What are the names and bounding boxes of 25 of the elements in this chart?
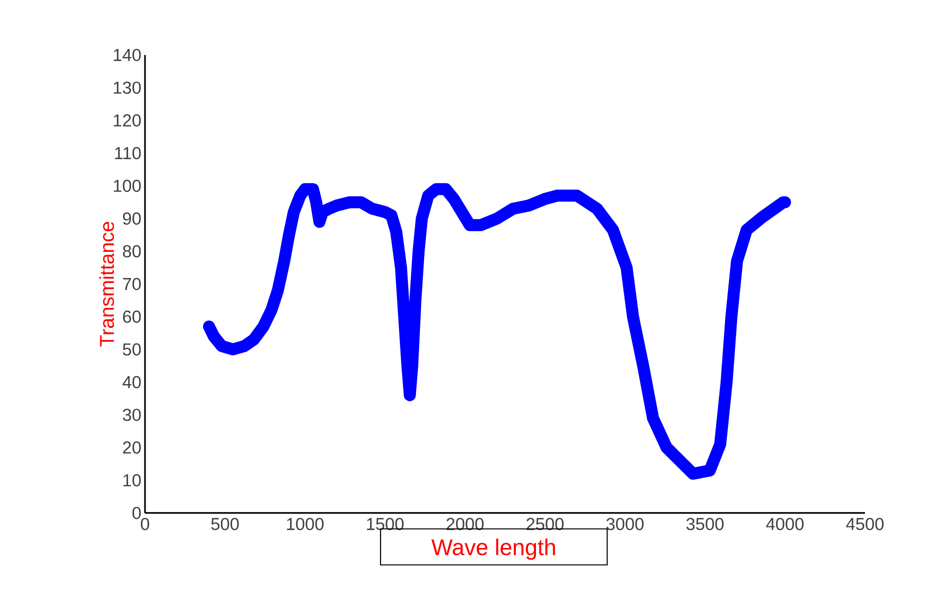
x-axis-title: Wave length — [431, 538, 555, 560]
y-tick-label: 50 — [122, 343, 141, 356]
y-tick-label: 70 — [123, 278, 141, 290]
y-axis-title: Transmittance — [99, 222, 114, 347]
y-tick-label: 100 — [114, 180, 141, 192]
y-tick-label: 60 — [123, 310, 141, 323]
x-tick-label: 0 — [140, 518, 150, 530]
y-tick-label: 110 — [115, 146, 141, 160]
y-tick-label: 0 — [132, 506, 141, 520]
y-tick-label: 130 — [114, 82, 141, 94]
y-tick-label: 140 — [114, 48, 141, 62]
y-tick-label: 120 — [114, 114, 141, 127]
y-tick-label: 10 — [123, 474, 141, 486]
y-tick-label: 30 — [122, 408, 141, 421]
y-tick-label: 20 — [123, 441, 141, 454]
y-tick-label: 80 — [122, 245, 141, 258]
x-tick-label: 4000 — [766, 518, 804, 530]
y-tick-label: 90 — [122, 212, 141, 225]
x-tick-label: 3000 — [606, 518, 644, 530]
x-tick-label: 1500 — [367, 518, 404, 530]
x-tick-label: 500 — [211, 518, 239, 530]
y-tick-label: 40 — [122, 376, 141, 388]
x-tick-label: 1000 — [287, 518, 324, 530]
x-tick-label: 4500 — [846, 518, 884, 530]
x-tick-label: 3500 — [686, 518, 724, 530]
